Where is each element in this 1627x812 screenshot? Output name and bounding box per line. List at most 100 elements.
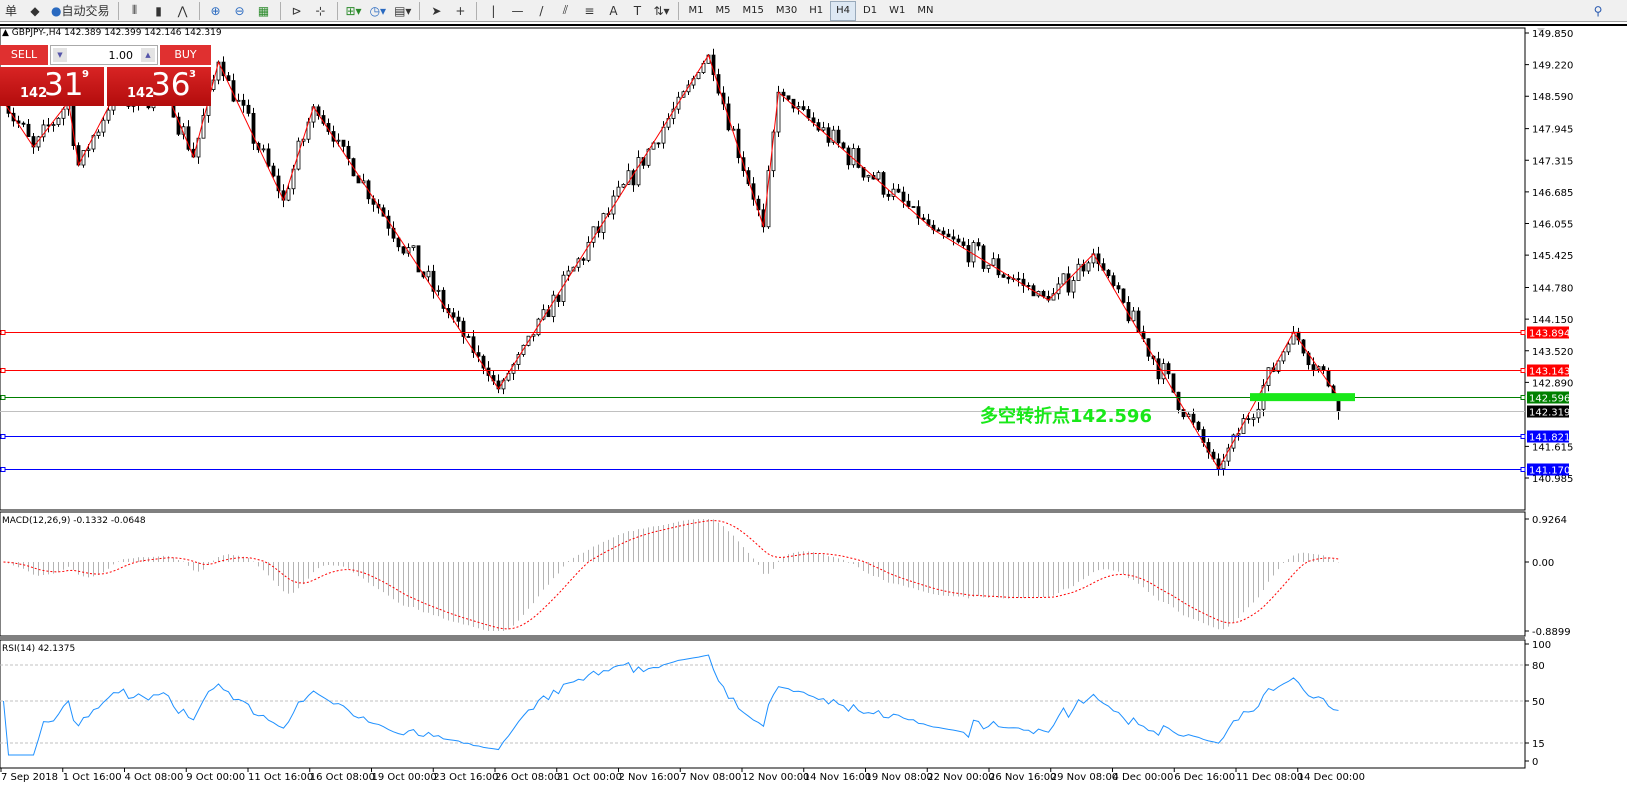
- equidistant-channel-button[interactable]: ⫽: [554, 1, 576, 21]
- candle: [666, 113, 671, 131]
- toolbar-separator: [419, 1, 421, 20]
- candle-body: [406, 247, 411, 254]
- candle-body: [1156, 358, 1161, 380]
- time-tick-label: 4 Dec 00:00: [1113, 772, 1174, 783]
- candle: [906, 193, 911, 209]
- candle: [626, 163, 631, 185]
- folder-button[interactable]: ◆: [24, 1, 46, 21]
- rsi-tick-label: 0: [1532, 757, 1538, 768]
- candle-body: [991, 258, 996, 266]
- timeframe-m30[interactable]: M30: [775, 5, 798, 16]
- sell-price[interactable]: 142 31 9: [0, 67, 104, 106]
- candle: [746, 167, 751, 186]
- zoom-out-icon: ⊖: [234, 3, 245, 18]
- chart-shift-button[interactable]: ⊳: [286, 1, 308, 21]
- templates-button[interactable]: ▤▾: [391, 1, 414, 21]
- crosshair-button[interactable]: +: [449, 1, 471, 21]
- candle: [46, 118, 51, 133]
- candle: [251, 107, 256, 150]
- timeframe-m15[interactable]: M15: [742, 5, 764, 16]
- candle-body: [1061, 273, 1066, 285]
- candle-body: [986, 264, 991, 269]
- price-tick-label: 144.150: [1532, 315, 1573, 326]
- candle-body: [1016, 278, 1021, 280]
- lot-size-input[interactable]: 1.00: [108, 49, 134, 62]
- level-price-label: 141.170: [1529, 466, 1570, 477]
- chart-window[interactable]: 149.850 149.220 148.590 147.945 147.315 146.6…: [0, 24, 1627, 812]
- one-click-trading-panel: SELL ▼ 1.00 ▲ BUY 142 31 9 142 36 3: [0, 45, 211, 106]
- bar-chart-button[interactable]: ⫴: [124, 1, 146, 21]
- horizontal-line-button[interactable]: —: [506, 1, 528, 21]
- buy-price[interactable]: 142 36 3: [107, 67, 211, 106]
- timeframe-m1[interactable]: M1: [688, 5, 704, 16]
- vertical-line-button[interactable]: |: [482, 1, 504, 21]
- candle: [1251, 413, 1256, 427]
- text-label-button[interactable]: T: [626, 1, 648, 21]
- autotrade-button[interactable]: ● 自动交易: [48, 1, 113, 21]
- rsi-label: RSI(14) 42.1375: [2, 644, 75, 654]
- search-icon[interactable]: ⚲: [1593, 3, 1603, 18]
- zoom-out-button[interactable]: ⊖: [229, 1, 251, 21]
- candle-body: [241, 99, 246, 106]
- rsi-tick-label: 15: [1532, 739, 1545, 750]
- fibonacci-button[interactable]: ≡: [578, 1, 600, 21]
- timeframe-mn[interactable]: MN: [917, 5, 934, 16]
- arrows-button[interactable]: ⇅▾: [650, 1, 672, 21]
- lot-size-stepper[interactable]: ▼ 1.00 ▲: [50, 45, 158, 65]
- decrease-lot-button[interactable]: ▼: [53, 48, 67, 62]
- sell-button[interactable]: SELL: [0, 45, 48, 65]
- candle-body: [481, 355, 486, 369]
- candle: [426, 265, 431, 283]
- candle: [951, 229, 956, 246]
- candle-body: [296, 140, 301, 170]
- buy-button[interactable]: BUY: [160, 45, 211, 65]
- time-tick-label: 1 Oct 16:00: [63, 772, 122, 783]
- level-handle-right: [1520, 467, 1526, 472]
- autoscroll-button[interactable]: ⊹: [310, 1, 332, 21]
- candle-body: [566, 270, 571, 276]
- candle-body: [1001, 274, 1006, 278]
- cursor-button[interactable]: ➤: [425, 1, 447, 21]
- timeframe-h4[interactable]: H4: [830, 0, 857, 21]
- line-chart-button[interactable]: ⋀: [172, 1, 194, 21]
- candle-body: [886, 193, 891, 197]
- timeframe-w1[interactable]: W1: [889, 5, 906, 16]
- level-price-label: 142.319: [1529, 408, 1570, 419]
- candle: [1126, 296, 1131, 324]
- timeframe-h1[interactable]: H1: [809, 5, 824, 16]
- candle-body: [341, 139, 346, 147]
- timeframe-d1[interactable]: D1: [863, 5, 878, 16]
- increase-lot-button[interactable]: ▲: [141, 48, 155, 62]
- price-tick-label: 146.055: [1532, 220, 1573, 231]
- candle-body: [466, 336, 471, 338]
- price-tick-label: 140.985: [1532, 474, 1573, 485]
- trendline-button[interactable]: /: [530, 1, 552, 21]
- zigzag-line: [3, 53, 1339, 470]
- candle: [821, 121, 826, 133]
- timeframe-m5[interactable]: M5: [715, 5, 731, 16]
- price-tick-label: 148.590: [1532, 92, 1573, 103]
- cursor-icon: ➤: [431, 3, 442, 18]
- candle: [836, 125, 841, 148]
- level-handle-left: [0, 467, 6, 472]
- candle-body: [916, 206, 921, 219]
- candle: [1016, 271, 1021, 287]
- tile-windows-button[interactable]: ▦: [253, 1, 275, 21]
- candle: [1086, 260, 1091, 275]
- autotrade-icon: ●: [51, 3, 62, 18]
- chart-canvas[interactable]: 149.850 149.220 148.590 147.945 147.315 146.6…: [0, 2, 1627, 790]
- periods-button[interactable]: ◷▾: [367, 1, 390, 21]
- candle-body: [1276, 360, 1281, 372]
- candle-body: [476, 352, 481, 357]
- zoom-in-button[interactable]: ⊕: [205, 1, 227, 21]
- candle: [36, 135, 41, 151]
- indicators-button[interactable]: ⊞▾: [343, 1, 365, 21]
- candlestick-button[interactable]: ▮: [148, 1, 170, 21]
- horizontal-line-icon: —: [511, 3, 524, 18]
- menu-button[interactable]: 单: [0, 1, 22, 21]
- candle-body: [556, 294, 561, 302]
- candle-body: [786, 95, 791, 100]
- text-button[interactable]: A: [602, 1, 624, 21]
- candle: [246, 99, 251, 117]
- level-price-tag: [1527, 326, 1569, 339]
